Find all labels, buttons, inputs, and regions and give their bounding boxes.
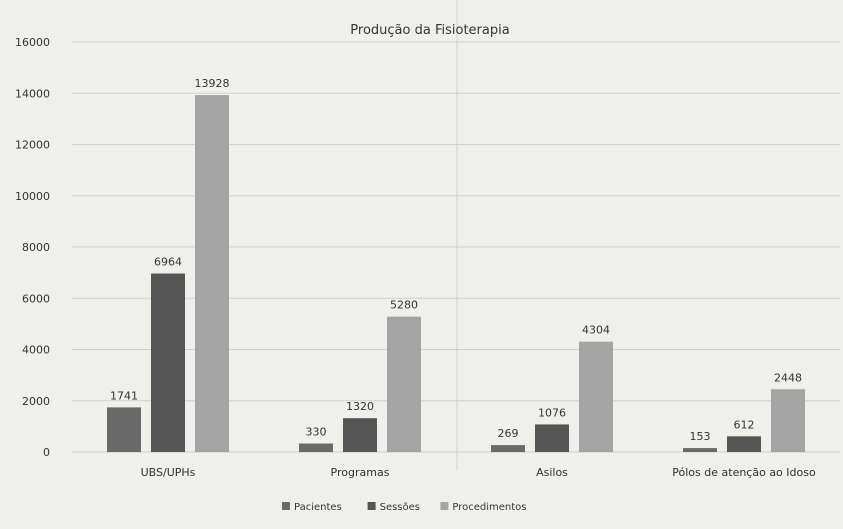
y-tick-label-5: 10000 bbox=[15, 190, 50, 203]
legend-swatch-2 bbox=[440, 502, 449, 510]
y-axis: 0 2000 4000 6000 8000 10000 12000 14000 16000 bbox=[15, 36, 50, 459]
bar-2-2 bbox=[579, 341, 613, 452]
bar-1-1 bbox=[343, 418, 377, 452]
data-label-1-1: 1320 bbox=[346, 400, 374, 413]
data-label-2-2: 4304 bbox=[582, 324, 610, 337]
category-label-1: Programas bbox=[331, 466, 390, 479]
data-label-0-1: 330 bbox=[306, 426, 327, 439]
data-label-1-2: 1076 bbox=[538, 406, 566, 419]
bar-0-2 bbox=[491, 445, 525, 452]
data-label-0-3: 153 bbox=[690, 430, 711, 443]
data-label-2-1: 5280 bbox=[390, 299, 418, 312]
category-label-2: Asilos bbox=[536, 466, 568, 479]
y-tick-label-3: 6000 bbox=[22, 292, 50, 305]
data-label-2-0: 13928 bbox=[195, 77, 230, 90]
bar-2-3 bbox=[771, 389, 805, 452]
chart-title: Produção da Fisioterapia bbox=[350, 23, 509, 38]
bar-0-1 bbox=[299, 443, 333, 452]
y-tick-label-8: 16000 bbox=[15, 36, 50, 49]
data-label-1-0: 6964 bbox=[154, 256, 182, 269]
data-labels: 1741 6964 13928 330 1320 5280 269 1076 4304 153 61… bbox=[110, 77, 802, 443]
data-label-2-3: 2448 bbox=[774, 371, 802, 384]
legend-label-2: Procedimentos bbox=[452, 502, 526, 513]
y-tick-label-4: 8000 bbox=[22, 241, 50, 254]
legend: Pacientes Sessões Procedimentos bbox=[282, 502, 527, 513]
data-label-0-0: 1741 bbox=[110, 389, 138, 402]
bars bbox=[107, 95, 805, 452]
y-tick-label-7: 14000 bbox=[15, 87, 50, 100]
legend-swatch-1 bbox=[367, 502, 376, 510]
category-label-3: Pólos de atenção ao Idoso bbox=[672, 466, 816, 479]
bar-0-0 bbox=[107, 407, 141, 452]
bar-1-0 bbox=[151, 273, 185, 452]
legend-swatch-0 bbox=[282, 502, 290, 510]
legend-label-0: Pacientes bbox=[294, 502, 342, 513]
y-tick-label-1: 2000 bbox=[22, 395, 50, 408]
bar-2-1 bbox=[387, 316, 421, 452]
y-tick-label-0: 0 bbox=[43, 446, 50, 459]
data-label-1-3: 612 bbox=[734, 418, 755, 431]
bar-1-3 bbox=[727, 436, 761, 452]
bar-2-0 bbox=[195, 95, 229, 452]
category-label-0: UBS/UPHs bbox=[141, 466, 196, 479]
y-tick-label-6: 12000 bbox=[15, 139, 50, 152]
category-labels: UBS/UPHs Programas Asilos Pólos de atenção … bbox=[141, 466, 816, 479]
legend-label-1: Sessões bbox=[380, 502, 420, 513]
bar-0-3 bbox=[683, 448, 717, 452]
data-label-0-2: 269 bbox=[498, 427, 519, 440]
bar-1-2 bbox=[535, 424, 569, 452]
y-tick-label-2: 4000 bbox=[22, 344, 50, 357]
